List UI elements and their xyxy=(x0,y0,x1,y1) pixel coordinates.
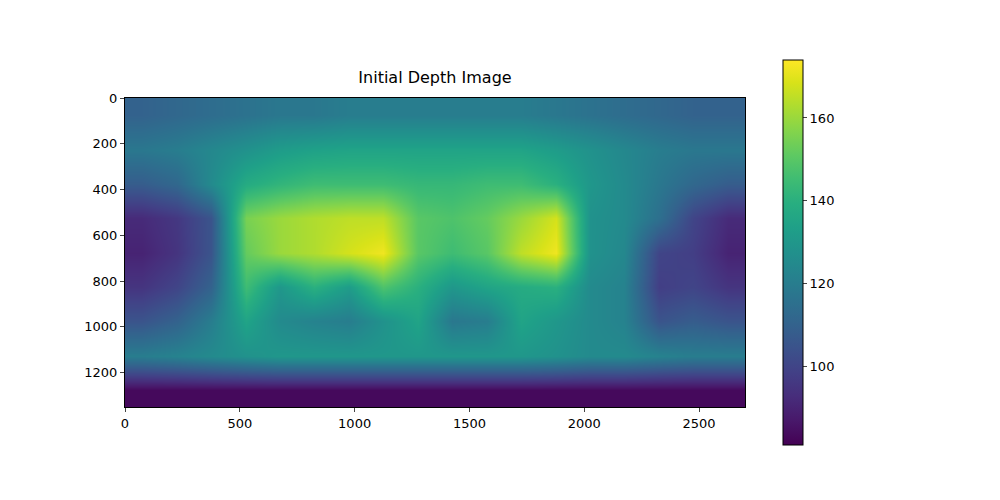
svg-text:1500: 1500 xyxy=(453,416,486,431)
svg-text:0: 0 xyxy=(121,416,129,431)
svg-text:120: 120 xyxy=(810,276,835,291)
svg-text:140: 140 xyxy=(810,193,835,208)
svg-text:1000: 1000 xyxy=(338,416,371,431)
svg-text:2500: 2500 xyxy=(683,416,716,431)
svg-text:400: 400 xyxy=(93,182,118,197)
svg-text:0: 0 xyxy=(109,91,117,106)
svg-text:200: 200 xyxy=(93,136,118,151)
svg-text:2000: 2000 xyxy=(568,416,601,431)
svg-text:160: 160 xyxy=(810,111,835,126)
svg-text:1200: 1200 xyxy=(84,365,117,380)
svg-text:800: 800 xyxy=(93,274,118,289)
svg-text:600: 600 xyxy=(93,228,118,243)
svg-text:Initial Depth Image: Initial Depth Image xyxy=(358,68,511,87)
svg-text:100: 100 xyxy=(810,359,835,374)
svg-text:500: 500 xyxy=(227,416,252,431)
svg-text:1000: 1000 xyxy=(84,319,117,334)
